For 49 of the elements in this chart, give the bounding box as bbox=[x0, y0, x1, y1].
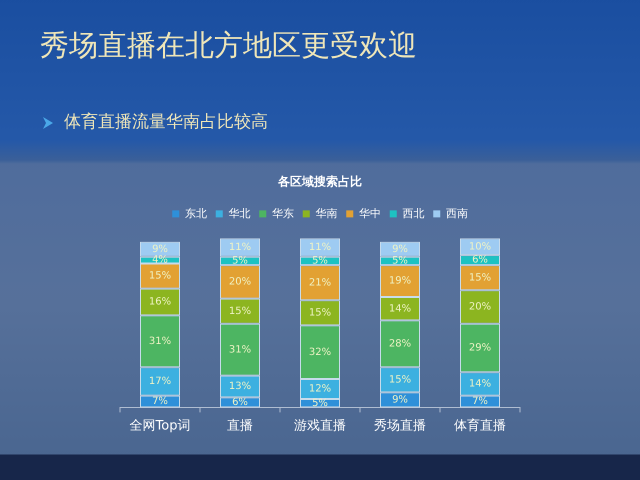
chart-subtitle: 体育直播流量华南占比较高 bbox=[64, 112, 268, 132]
legend-label: 华北 bbox=[228, 206, 250, 220]
legend-label: 华东 bbox=[272, 206, 294, 220]
legend-label: 华中 bbox=[358, 206, 381, 220]
x-tick-label: 游戏直播 bbox=[294, 418, 346, 434]
data-label: 13% bbox=[228, 381, 252, 392]
data-label: 15% bbox=[388, 374, 412, 386]
data-label: 28% bbox=[388, 338, 412, 350]
data-label: 7% bbox=[152, 396, 168, 408]
data-label: 14% bbox=[388, 303, 412, 314]
data-label: 31% bbox=[228, 344, 252, 356]
data-label: 5% bbox=[232, 256, 248, 267]
data-label: 31% bbox=[148, 336, 172, 347]
x-tick-label: 直播 bbox=[227, 418, 253, 434]
chart-title: 秀场直播在北方地区更受欢迎 bbox=[40, 28, 417, 62]
data-label: 6% bbox=[232, 396, 248, 408]
data-label: 17% bbox=[148, 376, 172, 388]
data-label: 11% bbox=[308, 242, 332, 254]
x-tick-label: 全网Top词 bbox=[130, 418, 190, 434]
data-label: 19% bbox=[388, 276, 412, 287]
data-label: 5% bbox=[312, 256, 328, 267]
data-label: 5% bbox=[312, 398, 328, 409]
legend-label: 华南 bbox=[315, 206, 338, 220]
data-label: 16% bbox=[148, 296, 172, 308]
data-label: 14% bbox=[468, 378, 492, 390]
data-label: 6% bbox=[472, 254, 488, 266]
data-label: 20% bbox=[228, 276, 252, 288]
data-label: 15% bbox=[468, 272, 492, 284]
data-label: 21% bbox=[308, 277, 332, 288]
data-label: 11% bbox=[228, 242, 252, 254]
data-label: 29% bbox=[468, 342, 492, 354]
data-label: 5% bbox=[392, 256, 408, 267]
x-tick-label: 秀场直播 bbox=[374, 418, 426, 434]
data-label: 10% bbox=[468, 241, 492, 252]
data-label: 20% bbox=[468, 302, 492, 313]
data-label: 15% bbox=[308, 307, 332, 318]
data-label: 32% bbox=[308, 346, 332, 358]
data-label: 15% bbox=[228, 306, 252, 317]
data-label: 9% bbox=[152, 244, 168, 255]
data-label: 7% bbox=[472, 396, 488, 408]
data-label: 9% bbox=[392, 394, 408, 406]
data-label: 12% bbox=[308, 384, 332, 395]
data-label: 9% bbox=[392, 244, 408, 255]
legend-label: 西北 bbox=[402, 206, 424, 220]
data-label: 15% bbox=[148, 270, 172, 282]
legend-label: 西南 bbox=[446, 206, 468, 220]
text: 各区域搜索占比 bbox=[277, 174, 362, 188]
x-tick-label: 体育直播 bbox=[454, 418, 506, 434]
legend-label: 东北 bbox=[184, 206, 207, 220]
